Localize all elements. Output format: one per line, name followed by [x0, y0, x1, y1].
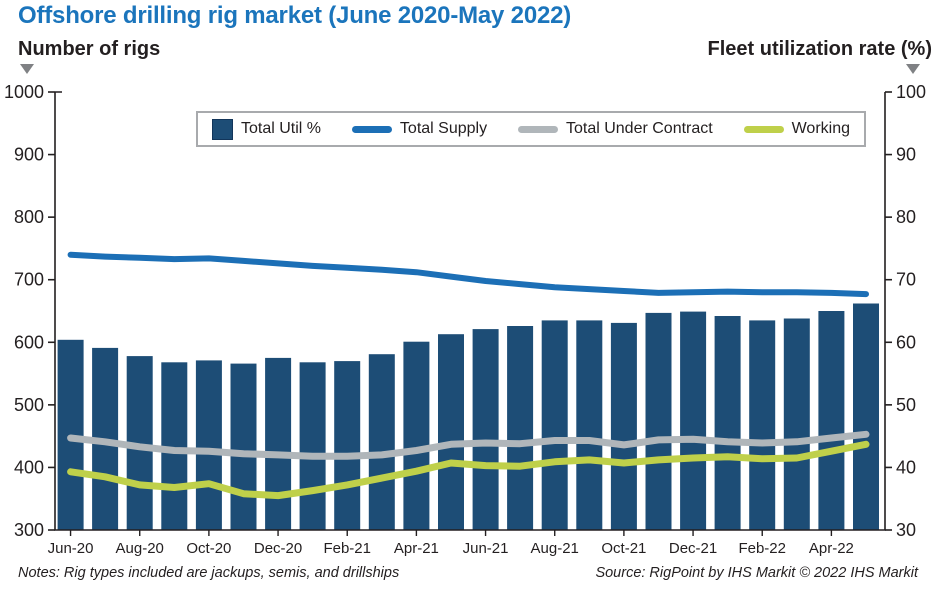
svg-text:Aug-20: Aug-20: [116, 540, 164, 557]
right-axis-down-triangle-icon: [906, 64, 920, 74]
working-swatch-icon: [743, 125, 784, 133]
bar-Feb-21: [334, 361, 361, 530]
svg-text:100: 100: [896, 82, 926, 102]
chart-svg: 1000 900 800 700 600 500 400 300 100 90 80 70 60 50 40…: [4, 82, 926, 557]
legend-label: Working: [791, 120, 850, 137]
bar-Apr-22: [818, 311, 845, 530]
bars-total-util: [57, 303, 879, 530]
legend-label: Total Under Contract: [565, 120, 713, 137]
chart-legend: Total Util % Total Supply Total Under Co…: [196, 111, 866, 147]
svg-text:Dec-21: Dec-21: [669, 540, 717, 557]
bar-Jan-22: [714, 316, 741, 530]
svg-text:90: 90: [896, 145, 916, 165]
bar-Mar-21: [368, 354, 395, 530]
svg-text:Oct-21: Oct-21: [601, 540, 646, 557]
svg-text:800: 800: [14, 207, 44, 227]
source-text: Source: RigPoint by IHS Markit © 2022 IH…: [595, 565, 918, 581]
svg-text:1000: 1000: [4, 82, 44, 102]
axes: [48, 91, 892, 536]
left-axis-title: Number of rigs: [18, 38, 161, 60]
bar-Oct-21: [610, 322, 637, 530]
svg-text:Feb-21: Feb-21: [323, 540, 371, 557]
bar-May-21: [438, 334, 464, 530]
total-util-swatch-icon: [212, 118, 233, 140]
svg-text:Jun-20: Jun-20: [48, 540, 94, 557]
legend-item-total-util: Total Util %: [212, 118, 322, 140]
svg-text:Dec-20: Dec-20: [254, 540, 302, 557]
svg-text:Jun-21: Jun-21: [463, 540, 509, 557]
left-axis-down-triangle-icon: [20, 64, 34, 74]
line-total-under-contract: [67, 430, 870, 460]
bar-Sep-21: [576, 320, 603, 530]
svg-text:400: 400: [14, 457, 44, 477]
svg-text:300: 300: [14, 520, 44, 540]
total-under-contract-swatch-icon: [517, 125, 558, 133]
bar-Jun-21: [472, 329, 499, 530]
svg-text:80: 80: [896, 207, 916, 227]
bar-Apr-21: [403, 341, 430, 530]
notes-text: Notes: Rig types included are jackups, s…: [18, 565, 400, 581]
bar-Dec-21: [680, 311, 707, 530]
svg-text:Oct-20: Oct-20: [186, 540, 231, 557]
line-working: [67, 440, 870, 500]
legend-item-total-under-contract: Total Under Contract: [517, 120, 713, 138]
line-total-supply: [67, 251, 869, 298]
svg-text:Aug-21: Aug-21: [531, 540, 579, 557]
legend-item-total-supply: Total Supply: [351, 120, 488, 138]
page-title: Offshore drilling rig market (June 2020-…: [18, 2, 572, 29]
svg-text:Apr-21: Apr-21: [394, 540, 439, 557]
svg-text:60: 60: [896, 332, 916, 352]
bar-Nov-21: [645, 312, 672, 530]
svg-text:40: 40: [896, 457, 916, 477]
svg-text:70: 70: [896, 270, 916, 290]
bar-Feb-22: [749, 320, 776, 530]
svg-text:900: 900: [14, 145, 44, 165]
svg-text:Apr-22: Apr-22: [809, 540, 854, 557]
svg-text:600: 600: [14, 332, 44, 352]
svg-text:500: 500: [14, 395, 44, 415]
bar-May-22: [853, 303, 879, 530]
total-supply-swatch-icon: [351, 125, 392, 133]
svg-text:50: 50: [896, 395, 916, 415]
legend-item-working: Working: [743, 120, 850, 138]
bar-Dec-20: [265, 357, 292, 530]
bar-Oct-20: [195, 360, 222, 530]
right-axis-title: Fleet utilization rate (%): [707, 38, 932, 60]
axis-labels: 1000 900 800 700 600 500 400 300 100 90 80 70 60 50 40…: [4, 82, 926, 557]
svg-text:700: 700: [14, 270, 44, 290]
bar-Jan-21: [299, 362, 326, 530]
svg-text:30: 30: [896, 520, 916, 540]
bar-Nov-20: [230, 363, 257, 530]
svg-text:Feb-22: Feb-22: [738, 540, 786, 557]
legend-label: Total Util %: [241, 120, 322, 137]
bar-Mar-22: [783, 318, 810, 530]
bar-Aug-21: [541, 320, 568, 530]
bar-Jul-21: [507, 326, 534, 530]
legend-label: Total Supply: [399, 120, 488, 137]
